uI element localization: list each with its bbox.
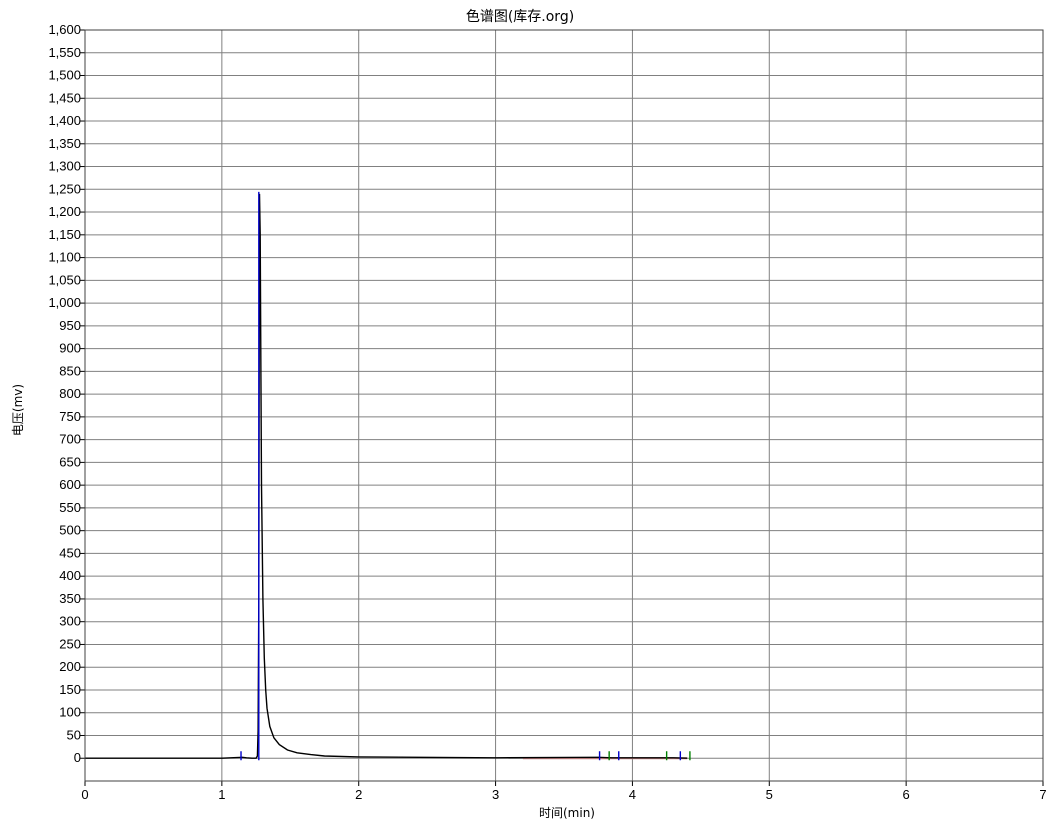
x-tick-label: 6 [903, 787, 910, 802]
y-tick-label: 900 [59, 341, 81, 356]
y-tick-label: 1,550 [48, 45, 81, 60]
y-tick-label: 500 [59, 523, 81, 538]
y-tick-label: 0 [74, 750, 81, 765]
tick-labels: 0501001502002503003504004505005506006507… [48, 22, 1046, 802]
y-tick-label: 950 [59, 318, 81, 333]
x-axis-title: 时间(min) [539, 806, 595, 820]
y-tick-label: 100 [59, 705, 81, 720]
grid [80, 29, 1044, 786]
trace-layer [85, 193, 688, 759]
x-tick-label: 3 [492, 787, 499, 802]
y-tick-label: 600 [59, 477, 81, 492]
y-tick-label: 650 [59, 454, 81, 469]
x-tick-label: 5 [766, 787, 773, 802]
series-line [85, 193, 688, 759]
y-tick-label: 550 [59, 500, 81, 515]
chart-title: 色谱图(库存.org) [466, 8, 574, 25]
x-tick-label: 0 [81, 787, 88, 802]
y-tick-label: 50 [67, 727, 81, 742]
y-tick-label: 300 [59, 614, 81, 629]
x-tick-label: 7 [1039, 787, 1046, 802]
y-tick-label: 1,200 [48, 204, 81, 219]
peak-marker-layer [240, 191, 691, 761]
y-tick-label: 800 [59, 386, 81, 401]
y-tick-label: 850 [59, 363, 81, 378]
y-tick-label: 200 [59, 659, 81, 674]
y-tick-label: 1,250 [48, 181, 81, 196]
y-tick-label: 1,400 [48, 113, 81, 128]
y-tick-label: 1,350 [48, 136, 81, 151]
x-tick-label: 1 [218, 787, 225, 802]
y-tick-label: 450 [59, 545, 81, 560]
y-tick-label: 150 [59, 682, 81, 697]
y-tick-label: 1,000 [48, 295, 81, 310]
y-tick-label: 400 [59, 568, 81, 583]
y-tick-label: 700 [59, 432, 81, 447]
y-tick-label: 1,050 [48, 272, 81, 287]
y-tick-label: 1,450 [48, 90, 81, 105]
y-tick-label: 250 [59, 636, 81, 651]
y-tick-label: 750 [59, 409, 81, 424]
x-tick-label: 4 [629, 787, 636, 802]
y-tick-label: 1,500 [48, 68, 81, 83]
y-tick-label: 1,600 [48, 22, 81, 37]
y-tick-label: 350 [59, 591, 81, 606]
plot-frame [84, 29, 1044, 782]
y-tick-label: 1,100 [48, 250, 81, 265]
x-tick-label: 2 [355, 787, 362, 802]
y-axis-title: 电压(mv) [11, 384, 25, 436]
y-tick-label: 1,150 [48, 227, 81, 242]
y-tick-label: 1,300 [48, 159, 81, 174]
